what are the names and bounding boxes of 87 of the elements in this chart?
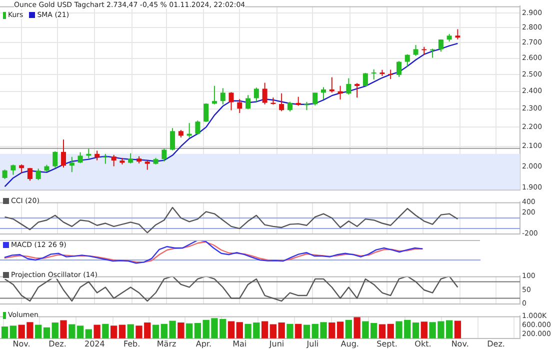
candlestick [246, 94, 251, 110]
candlestick [94, 150, 100, 161]
candlestick [61, 139, 66, 168]
bar [127, 324, 134, 338]
candlestick [220, 88, 226, 105]
candlestick [329, 76, 334, 93]
bar [328, 322, 336, 338]
candlestick [102, 153, 108, 164]
bar [378, 324, 386, 338]
bar [1, 326, 8, 338]
candlestick [52, 150, 58, 168]
bar [68, 324, 76, 338]
candlestick [2, 169, 8, 180]
candlestick [321, 86, 326, 100]
candlestick [312, 92, 318, 106]
candlestick [10, 164, 16, 176]
bar [186, 323, 193, 338]
candlestick [362, 72, 368, 87]
candlestick [430, 48, 436, 58]
bar [336, 322, 344, 338]
candlestick [404, 54, 410, 68]
x-tick-label: März [156, 339, 176, 348]
x-tick-label: Nov. [451, 339, 469, 348]
candlestick [36, 168, 41, 181]
candlestick [162, 148, 167, 162]
bar [110, 326, 118, 338]
candlestick [287, 101, 292, 112]
x-tick-label: Nov. [12, 339, 30, 348]
candlestick [455, 28, 460, 40]
candlestick [128, 152, 134, 164]
bar [303, 324, 310, 338]
candlestick [262, 82, 268, 105]
bar [387, 324, 394, 338]
candlestick [170, 128, 176, 151]
bar [412, 322, 420, 338]
bar [261, 321, 268, 338]
x-tick-label: Juni [268, 339, 284, 348]
bar [295, 324, 302, 338]
x-tick-label: 2024 [84, 339, 105, 348]
bar [420, 322, 428, 338]
bar [76, 326, 84, 338]
bar [43, 327, 50, 338]
bar [286, 324, 294, 338]
bar [60, 320, 67, 338]
bar [228, 321, 235, 338]
candlestick [204, 102, 209, 122]
candlestick [144, 160, 150, 170]
bar [354, 316, 360, 338]
candlestick [354, 82, 360, 98]
x-tick-label: Feb. [123, 339, 140, 348]
bar [35, 324, 42, 338]
x-tick-label: Aug. [340, 339, 359, 348]
candlestick [279, 92, 284, 112]
bar [102, 324, 109, 338]
x-tick-label: Apr. [196, 339, 212, 348]
bar [152, 324, 160, 338]
candlestick [111, 154, 116, 167]
x-tick-label: Dez. [487, 339, 505, 348]
bar [85, 329, 92, 338]
x-tick-label: Dez. [48, 339, 66, 348]
candlestick [212, 85, 217, 105]
bar [454, 320, 462, 338]
bar [194, 322, 202, 338]
candlestick [69, 156, 74, 173]
x-tick-label: Okt. [414, 339, 432, 348]
candlestick [438, 38, 444, 52]
candlestick [346, 78, 352, 96]
bar [94, 324, 100, 338]
x-tick-label: Mai [232, 339, 247, 348]
bar [118, 324, 126, 338]
x-tick-label: Juli [306, 339, 319, 348]
candlestick [388, 69, 394, 80]
candlestick [228, 92, 234, 111]
candlestick [78, 152, 83, 164]
candlestick [413, 44, 418, 56]
candlestick [254, 87, 259, 102]
candlestick [237, 98, 242, 114]
bar [236, 322, 243, 338]
candlestick [371, 68, 376, 80]
candlestick [195, 120, 200, 136]
bar [178, 322, 184, 338]
bar [10, 326, 17, 338]
bar [52, 322, 58, 338]
candlestick [27, 167, 32, 182]
bar [345, 320, 352, 338]
candlestick [396, 60, 402, 78]
x-tick-label: Sept. [376, 339, 398, 348]
